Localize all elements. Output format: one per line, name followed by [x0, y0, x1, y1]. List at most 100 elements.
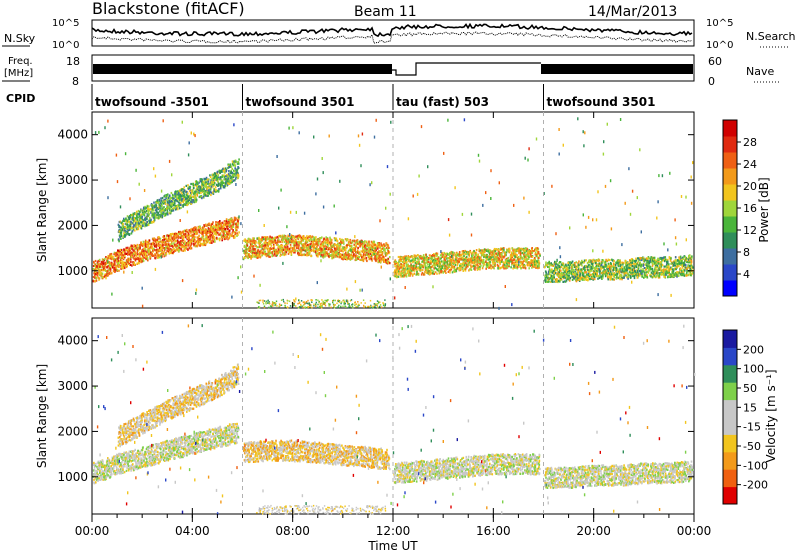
echo-point [159, 254, 162, 257]
echo-point [397, 264, 400, 268]
echo-point [198, 186, 200, 189]
echo-point [185, 196, 187, 199]
echo-point [225, 168, 228, 171]
echo-point [377, 252, 380, 256]
echo-point [133, 217, 136, 220]
echo-point [338, 246, 341, 250]
echo-point [130, 214, 132, 217]
noise-frame [91, 19, 695, 47]
echo-point [400, 258, 403, 261]
echo-point [123, 217, 125, 220]
echo-point [198, 234, 200, 237]
echo-point [166, 206, 169, 209]
echo-point [204, 177, 207, 181]
echo-point [370, 255, 373, 259]
echo-point [195, 183, 197, 186]
echo-point [345, 255, 348, 259]
echo-point [246, 251, 248, 254]
echo-point [138, 251, 141, 255]
echo-point [209, 226, 212, 229]
echo-point [142, 224, 144, 227]
echo-point [209, 188, 212, 191]
echo-point [182, 196, 185, 199]
echo-point [197, 239, 199, 242]
echo-point [134, 220, 136, 223]
echo-point [162, 200, 165, 203]
echo-point [180, 236, 182, 239]
echo-point [144, 243, 147, 246]
echo-point [183, 198, 186, 201]
echo-point [396, 267, 398, 270]
echo-point [498, 257, 500, 260]
echo-point [114, 254, 117, 257]
echo-point [183, 233, 186, 236]
echo-point [117, 256, 120, 259]
echo-point [190, 242, 193, 245]
echo-point [156, 248, 158, 251]
echo-point [431, 257, 433, 260]
echo-point [168, 199, 171, 202]
echo-point [167, 213, 169, 216]
echo-point [132, 253, 135, 256]
echo-point [370, 248, 372, 251]
echo-point [134, 258, 137, 261]
echo-point [343, 253, 346, 256]
echo-point [215, 175, 218, 178]
echo-point [140, 259, 142, 262]
echo-point [317, 241, 320, 244]
echo-point [99, 264, 102, 267]
echo-point [120, 265, 123, 268]
echo-point [147, 214, 149, 217]
echo-point [480, 264, 482, 267]
echo-point [275, 251, 278, 254]
echo-point [458, 258, 461, 261]
echo-point [408, 258, 410, 261]
echo-point [275, 254, 277, 257]
echo-point [142, 259, 145, 263]
echo-point [102, 267, 105, 270]
echo-point [368, 251, 371, 254]
echo-point [139, 247, 141, 250]
echo-point [299, 249, 302, 252]
echo-point [209, 225, 212, 228]
echo-point [94, 259, 97, 263]
echo-point [287, 240, 289, 243]
echo-point [247, 241, 249, 244]
echo-point [403, 257, 406, 260]
echo-point [289, 240, 291, 243]
echo-point [220, 234, 223, 237]
echo-point [237, 162, 240, 165]
echo-point [155, 250, 158, 253]
echo-point [176, 234, 178, 238]
echo-point [382, 258, 385, 261]
echo-point [348, 254, 350, 257]
echo-point [245, 254, 247, 257]
echo-point [295, 242, 298, 245]
echo-point [349, 245, 351, 248]
echo-point [157, 202, 159, 205]
echo-point [247, 239, 250, 242]
echo-point [435, 252, 438, 255]
echo-point [230, 220, 232, 223]
station-title: Blackstone (fitACF) [92, 0, 245, 18]
echo-point [417, 273, 420, 276]
echo-point [144, 205, 146, 208]
echo-point [386, 262, 389, 265]
echo-point [345, 239, 348, 242]
echo-point [200, 194, 202, 198]
echo-point [274, 252, 277, 255]
echo-point [173, 234, 175, 237]
echo-point [231, 160, 234, 163]
echo-point [143, 253, 146, 256]
echo-point [201, 178, 203, 181]
echo-point [237, 218, 240, 221]
echo-point [410, 269, 413, 272]
echo-point [232, 235, 235, 238]
echo-point [218, 188, 220, 191]
echo-point [163, 238, 166, 241]
echo-point [382, 256, 385, 259]
echo-point [339, 249, 341, 252]
echo-point [202, 244, 204, 247]
echo-point [182, 203, 185, 207]
echo-point [98, 277, 101, 280]
